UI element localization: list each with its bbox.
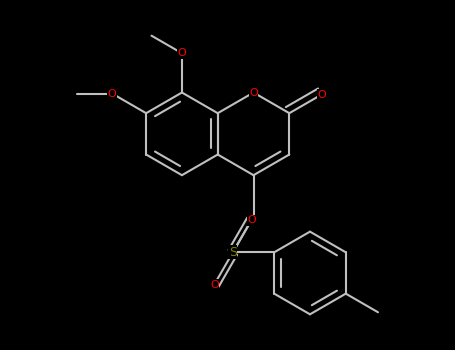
Text: O: O <box>317 90 326 100</box>
Text: O: O <box>247 215 256 225</box>
Text: O: O <box>210 280 219 289</box>
Text: O: O <box>108 89 116 99</box>
Text: S: S <box>229 246 237 259</box>
Text: O: O <box>249 88 258 98</box>
Text: O: O <box>177 48 186 58</box>
